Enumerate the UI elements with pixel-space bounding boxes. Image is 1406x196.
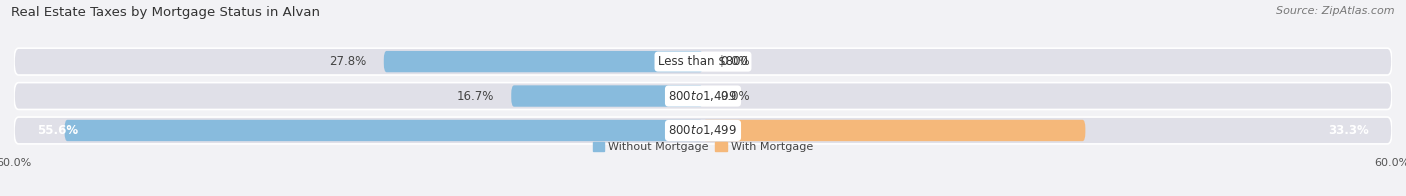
Text: Source: ZipAtlas.com: Source: ZipAtlas.com (1277, 6, 1395, 16)
Text: $800 to $1,499: $800 to $1,499 (668, 123, 738, 137)
FancyBboxPatch shape (14, 83, 1392, 110)
Text: 33.3%: 33.3% (1329, 124, 1369, 137)
Text: $800 to $1,499: $800 to $1,499 (668, 89, 738, 103)
Legend: Without Mortgage, With Mortgage: Without Mortgage, With Mortgage (588, 137, 818, 156)
Text: Less than $800: Less than $800 (658, 55, 748, 68)
Text: 55.6%: 55.6% (37, 124, 79, 137)
FancyBboxPatch shape (384, 51, 703, 72)
Text: 27.8%: 27.8% (329, 55, 367, 68)
FancyBboxPatch shape (512, 85, 703, 107)
FancyBboxPatch shape (14, 117, 1392, 144)
Text: 16.7%: 16.7% (457, 90, 494, 103)
FancyBboxPatch shape (703, 120, 1085, 141)
FancyBboxPatch shape (65, 120, 703, 141)
Text: Real Estate Taxes by Mortgage Status in Alvan: Real Estate Taxes by Mortgage Status in … (11, 6, 321, 19)
Text: 0.0%: 0.0% (720, 55, 749, 68)
Text: 0.0%: 0.0% (720, 90, 749, 103)
FancyBboxPatch shape (14, 48, 1392, 75)
